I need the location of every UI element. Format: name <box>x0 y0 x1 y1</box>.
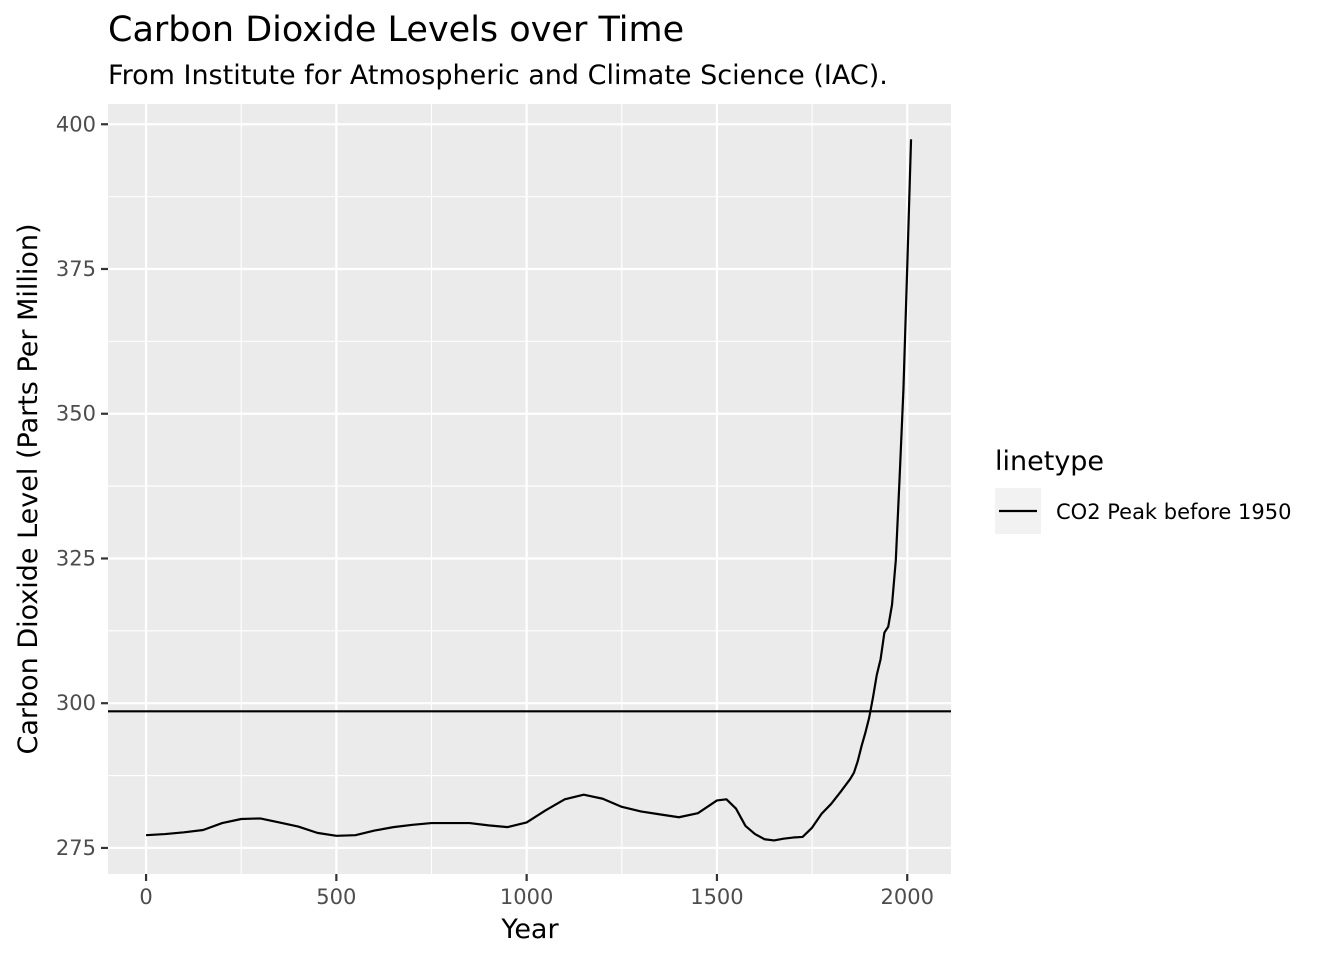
plot-panel <box>108 104 951 874</box>
minor-gridlines <box>108 104 951 874</box>
y-tick-label: 300 <box>56 691 96 715</box>
series-group <box>145 139 913 842</box>
x-tick-label: 500 <box>316 885 356 909</box>
y-tick-label: 275 <box>56 836 96 860</box>
x-tick-label: 0 <box>139 885 152 909</box>
chart-title: Carbon Dioxide Levels over Time <box>108 10 684 50</box>
major-gridlines <box>108 104 951 874</box>
x-axis-ticks: 0 500 1000 1500 2000 <box>139 874 934 909</box>
x-tick-label: 1000 <box>500 885 553 909</box>
x-tick-label: 1500 <box>690 885 743 909</box>
y-axis-ticks: 275 300 325 350 375 400 <box>56 112 108 860</box>
y-tick-label: 325 <box>56 546 96 570</box>
y-tick-label: 350 <box>56 402 96 426</box>
y-tick-label: 400 <box>56 112 96 136</box>
chart-subtitle: From Institute for Atmospheric and Clima… <box>108 60 888 91</box>
y-tick-label: 375 <box>56 257 96 281</box>
x-tick-label: 2000 <box>881 885 934 909</box>
y-axis-title: Carbon Dioxide Level (Parts Per Million) <box>13 223 44 754</box>
legend: linetype CO2 Peak before 1950 <box>995 446 1291 534</box>
legend-item-label: CO2 Peak before 1950 <box>1056 500 1291 524</box>
x-axis-title: Year <box>500 914 559 945</box>
legend-title: linetype <box>995 446 1104 477</box>
series-line-0 <box>145 139 913 842</box>
